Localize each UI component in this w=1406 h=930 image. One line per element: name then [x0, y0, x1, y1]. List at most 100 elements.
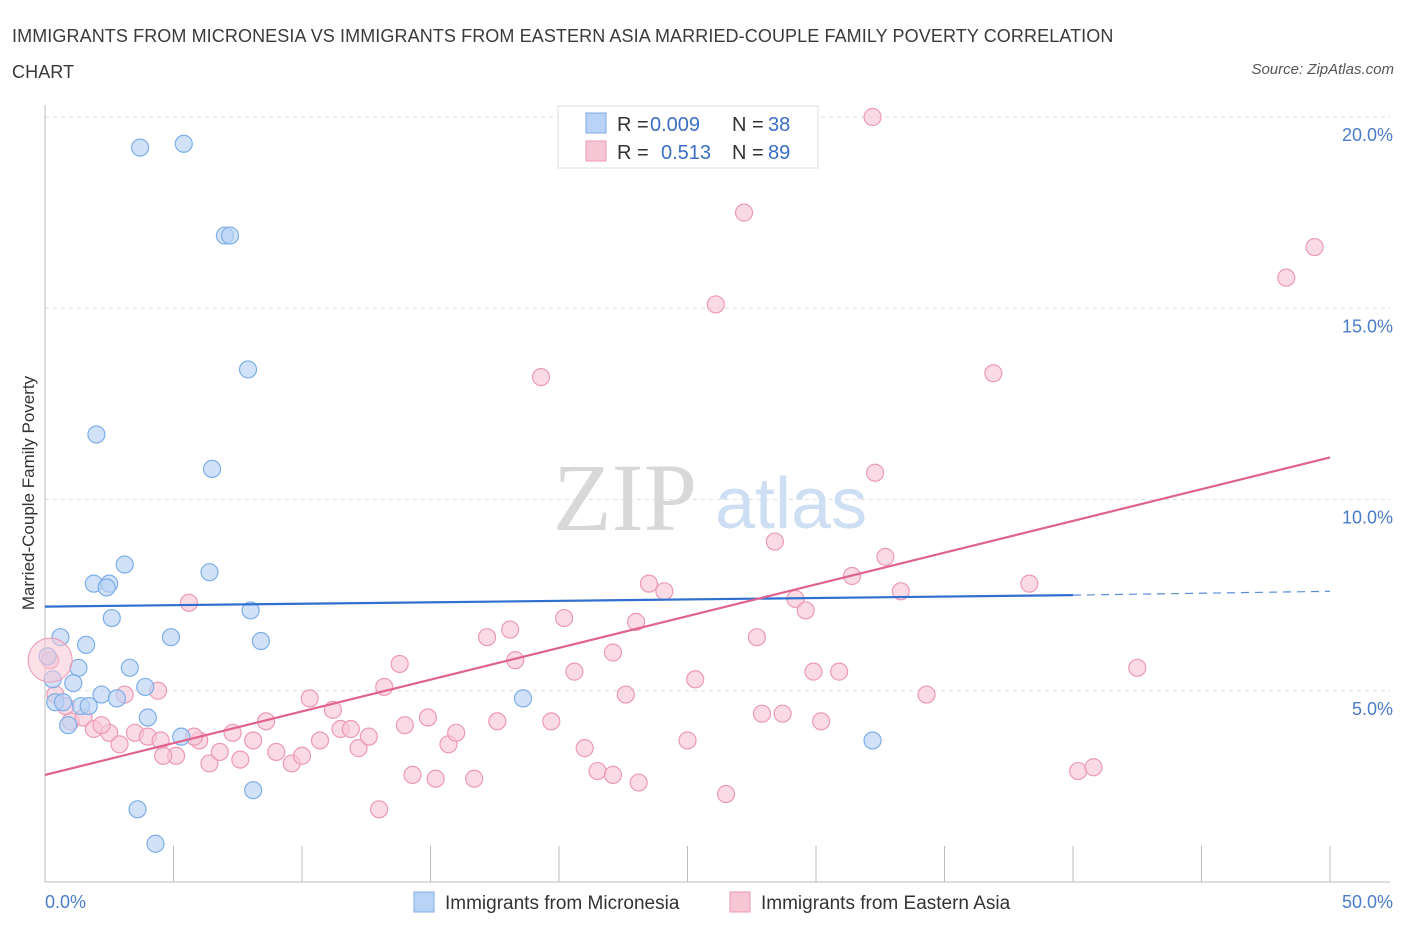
legend-n-label-1: N =	[732, 114, 764, 136]
bottom-legend-label-micronesia: Immigrants from Micronesia	[445, 893, 680, 914]
point-eastern-asia-55	[292, 746, 312, 765]
axes	[44, 105, 1390, 883]
point-micronesia-4	[238, 360, 258, 379]
point-eastern-asia-cluster	[27, 637, 73, 683]
point-eastern-asia-60	[300, 689, 319, 708]
point-micronesia-0	[130, 138, 150, 157]
y-tick-label-1: 10.0%	[1342, 508, 1393, 528]
point-micronesia-32	[59, 716, 78, 735]
point-eastern-asia-76	[678, 731, 697, 750]
point-micronesia-28	[53, 693, 73, 712]
y-tick-label-0: 5.0%	[1352, 699, 1393, 719]
point-eastern-asia-78	[752, 704, 772, 723]
legend-n-value-1: 38	[768, 114, 790, 136]
y-axis-label: Married-Couple Family Poverty	[19, 375, 38, 610]
point-eastern-asia-27	[804, 662, 823, 681]
point-eastern-asia-19	[626, 612, 646, 632]
point-micronesia-22	[64, 673, 83, 693]
point-eastern-asia-33	[917, 685, 936, 704]
watermark: ZIP atlas	[553, 444, 867, 551]
point-eastern-asia-25	[390, 654, 409, 674]
point-eastern-asia-5	[984, 364, 1003, 383]
point-eastern-asia-9	[876, 547, 895, 566]
point-eastern-asia-48	[210, 742, 229, 762]
legend-r-value-1: 0.009	[650, 114, 700, 136]
legend-n-value-2: 89	[768, 142, 790, 164]
point-eastern-asia-85	[92, 716, 111, 735]
point-micronesia-16	[251, 631, 270, 651]
data-points	[27, 107, 1324, 853]
point-eastern-asia-83	[154, 746, 173, 765]
y-tick-label-2: 15.0%	[1342, 316, 1393, 336]
point-eastern-asia-30	[686, 670, 705, 689]
legend-top: R = 0.009 N = 38 R = 0.513 N = 89	[557, 105, 819, 169]
point-micronesia-36	[128, 800, 147, 819]
point-eastern-asia-8	[765, 532, 784, 551]
legend-n-label-2: N =	[732, 142, 764, 164]
point-eastern-asia-28	[830, 662, 849, 681]
x-tick-label-1: 50.0%	[1342, 892, 1393, 912]
point-micronesia-12	[241, 601, 260, 620]
point-eastern-asia-59	[349, 739, 368, 758]
bottom-legend-swatch-micronesia	[413, 891, 435, 913]
point-micronesia-8	[200, 563, 219, 582]
point-eastern-asia-17	[796, 601, 815, 620]
point-eastern-asia-58	[341, 719, 360, 739]
point-eastern-asia-74	[603, 765, 623, 785]
point-micronesia-15	[161, 628, 181, 647]
point-micronesia-17	[77, 635, 96, 654]
point-eastern-asia-11	[639, 574, 659, 593]
point-eastern-asia-26	[565, 662, 584, 681]
bottom-legend-swatch-eastern-asia	[729, 891, 751, 913]
point-eastern-asia-21	[477, 628, 497, 647]
point-eastern-asia-67	[403, 765, 422, 785]
legend-bottom: Immigrants from Micronesia Immigrants fr…	[413, 891, 1011, 914]
point-eastern-asia-72	[575, 739, 594, 758]
x-tick-label-0: 0.0%	[45, 892, 86, 912]
trend-line-micronesia	[44, 594, 1074, 608]
point-eastern-asia-23	[603, 643, 623, 662]
bottom-legend-label-eastern-asia: Immigrants from Eastern Asia	[761, 893, 1011, 914]
point-eastern-asia-12	[1020, 574, 1039, 593]
point-micronesia-13	[102, 608, 121, 628]
point-micronesia-11	[97, 578, 116, 597]
point-micronesia-23	[136, 677, 155, 697]
point-micronesia-6	[202, 459, 222, 478]
point-eastern-asia-56	[310, 731, 330, 750]
point-micronesia-1	[174, 134, 193, 153]
point-micronesia-3	[220, 226, 240, 245]
point-micronesia-31	[138, 708, 157, 727]
point-eastern-asia-18	[555, 608, 574, 628]
point-eastern-asia-81	[1069, 761, 1088, 781]
y-tick-label-3: 20.0%	[1342, 125, 1393, 145]
point-eastern-asia-53	[267, 742, 286, 762]
source-label: Source: ZipAtlas.com	[1251, 61, 1394, 78]
point-eastern-asia-7	[866, 463, 885, 482]
point-eastern-asia-6	[531, 368, 551, 387]
point-micronesia-35	[244, 781, 263, 800]
watermark-atlas: atlas	[715, 464, 867, 544]
trend-lines	[44, 456, 1331, 776]
legend-r-label-2: R =	[617, 142, 649, 164]
x-tick-labels: 0.0% 50.0%	[45, 892, 1393, 912]
point-eastern-asia-29	[1128, 658, 1147, 677]
point-eastern-asia-0	[863, 107, 882, 127]
point-eastern-asia-65	[447, 723, 466, 742]
point-micronesia-34	[863, 731, 882, 750]
watermark-zip: ZIP	[553, 444, 697, 551]
point-eastern-asia-20	[501, 620, 520, 639]
legend-r-label-1: R =	[617, 114, 649, 136]
point-eastern-asia-14	[891, 582, 910, 601]
trend-line-micronesia-extension	[1072, 590, 1331, 596]
point-micronesia-25	[107, 689, 127, 708]
point-eastern-asia-68	[426, 769, 445, 788]
point-eastern-asia-34	[616, 685, 635, 704]
legend-r-value-2: 0.513	[661, 142, 711, 164]
point-eastern-asia-75	[629, 773, 648, 792]
point-micronesia-7	[115, 555, 134, 574]
y-tick-labels: 5.0% 10.0% 15.0% 20.0%	[1342, 125, 1393, 719]
point-eastern-asia-62	[395, 716, 414, 735]
point-eastern-asia-1	[734, 203, 754, 222]
point-eastern-asia-82	[1084, 758, 1103, 777]
